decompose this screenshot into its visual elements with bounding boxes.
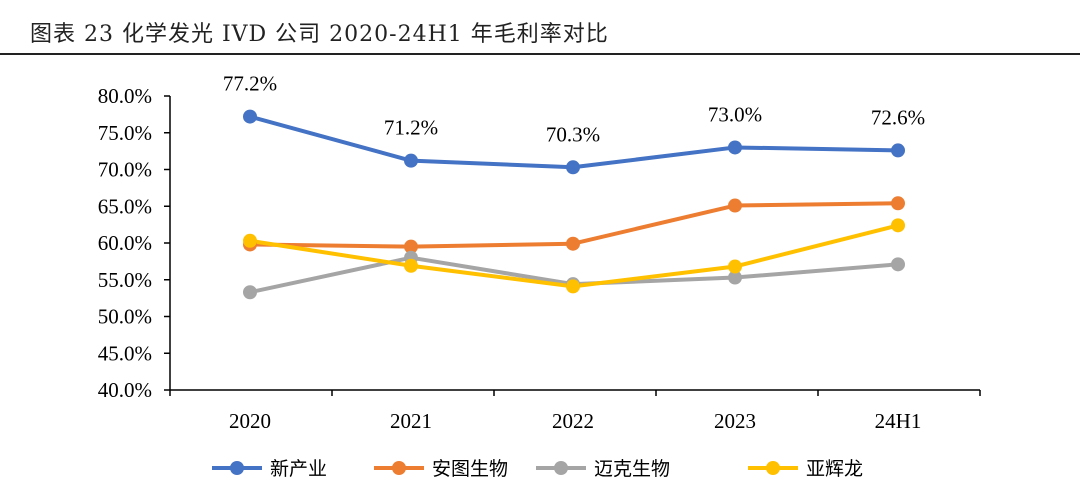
- legend-swatch-marker: [766, 461, 780, 475]
- data-point: [728, 140, 742, 155]
- figure-title: 图表 23 化学发光 IVD 公司 2020-24H1 年毛利率对比: [30, 22, 609, 47]
- y-tick-label: 80.0%: [98, 84, 152, 108]
- data-point: [728, 270, 742, 285]
- series-line: [248, 223, 900, 289]
- data-point: [566, 160, 580, 175]
- data-label: 72.6%: [871, 105, 925, 129]
- data-point: [404, 239, 418, 254]
- chart-axes: 40.0% 45.0% 50.0% 55.0% 60.0% 65.0% 70.0% 75.0%…: [98, 84, 981, 433]
- legend-swatch-marker: [554, 461, 568, 475]
- y-tick-label: 70.0%: [98, 158, 152, 182]
- data-point: [891, 257, 905, 272]
- data-labels: 77.2% 71.2% 70.3% 73.0% 72.6%: [223, 72, 925, 147]
- x-tick-label: 2023: [714, 409, 756, 433]
- legend-swatch-marker: [230, 461, 244, 475]
- legend-swatch-marker: [392, 461, 406, 475]
- y-tick-label: 60.0%: [98, 231, 152, 255]
- data-label: 71.2%: [384, 116, 438, 140]
- legend-label: 迈克生物: [594, 458, 670, 480]
- data-point: [243, 233, 257, 248]
- data-point: [243, 109, 257, 124]
- y-tick-label: 75.0%: [98, 121, 152, 145]
- y-tick-label: 55.0%: [98, 268, 152, 292]
- x-tick-label: 24H1: [875, 409, 922, 433]
- x-tick-label: 2022: [552, 409, 594, 433]
- data-point: [566, 236, 580, 251]
- title-divider: [0, 53, 1080, 55]
- data-point: [404, 258, 418, 273]
- data-point: [566, 279, 580, 294]
- y-tick-label: 50.0%: [98, 305, 152, 329]
- legend-label: 亚辉龙: [806, 458, 863, 480]
- data-label: 73.0%: [708, 102, 762, 126]
- data-point: [891, 196, 905, 211]
- x-tick-label: 2021: [390, 409, 432, 433]
- data-point: [728, 259, 742, 274]
- y-tick-label: 65.0%: [98, 194, 152, 218]
- data-point: [891, 218, 905, 233]
- x-tick-label: 2020: [229, 409, 271, 433]
- legend-label: 安图生物: [432, 458, 508, 480]
- chart-legend: 新产业 安图生物 迈克生物 亚辉龙: [212, 458, 863, 480]
- legend-label: 新产业: [270, 458, 327, 480]
- y-tick-label: 40.0%: [98, 378, 152, 402]
- y-tick-label: 45.0%: [98, 341, 152, 365]
- data-point: [891, 143, 905, 158]
- series-points: [243, 109, 905, 300]
- data-label: 77.2%: [223, 72, 277, 96]
- data-point: [728, 198, 742, 213]
- data-label: 70.3%: [546, 122, 600, 146]
- data-point: [404, 153, 418, 168]
- data-point: [243, 285, 257, 300]
